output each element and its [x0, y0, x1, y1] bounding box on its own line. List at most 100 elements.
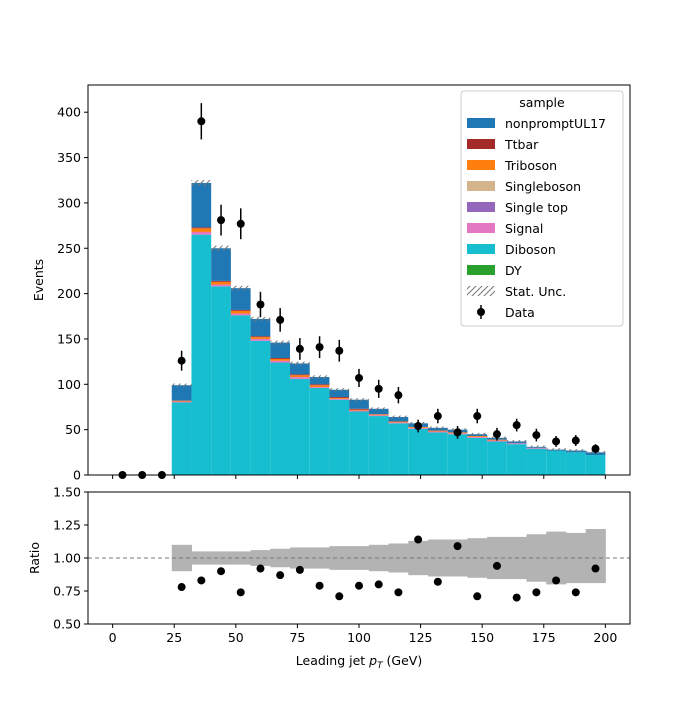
data-point-9 [295, 344, 304, 353]
stat-unc-bin-10 [309, 375, 330, 379]
stat-unc-bin-16 [427, 426, 448, 430]
ratio-y-tick-label-0: 0.50 [53, 617, 81, 632]
data-point-19 [492, 430, 501, 439]
legend: sample nonpromptUL17 Ttbar Triboson Singleb… [460, 90, 624, 327]
ratio-point-8 [335, 592, 344, 601]
ratio-y-tick-label-3: 1.25 [53, 518, 81, 533]
bar-diboson-bin-8 [270, 362, 291, 475]
ratio-band-bin-18 [467, 538, 488, 578]
ratio-band-bin-24 [585, 528, 606, 584]
legend-handle-nonpromptul17 [467, 118, 495, 128]
bar-diboson-bin-23 [565, 452, 586, 475]
bar-triboson-bin-6 [230, 310, 251, 314]
ratio-band-bin-22 [546, 531, 567, 585]
ratio-point-5 [276, 571, 285, 580]
data-point-18 [473, 412, 482, 421]
bar-nonpromptul17-bin-6 [230, 288, 251, 310]
ratio-x-ticks: 0 25 50 75 100 125 150 175 200 [109, 624, 617, 645]
bar-diboson-bin-6 [230, 315, 251, 475]
ratio-point-18 [532, 588, 541, 597]
x-axis-label-symbol: p [368, 653, 377, 668]
ratio-x-tick-label-7: 175 [532, 630, 556, 645]
x-axis-label-unit: (GeV) [383, 653, 423, 668]
ratio-y-tick-label-1: 0.75 [53, 584, 81, 599]
bar-diboson-bin-11 [329, 399, 350, 475]
x-axis-label-main: Leading jet [296, 653, 369, 668]
bar-ttbar-bin-10 [309, 384, 330, 386]
main-y-tick-label-1: 50 [65, 422, 81, 437]
legend-label-signal: Signal [505, 221, 543, 236]
bar-ttbar-bin-5 [211, 280, 231, 282]
ratio-point-7 [315, 581, 324, 590]
bar-signal-bin-10 [309, 387, 330, 388]
bar-triboson-bin-4 [191, 228, 212, 232]
data-point-22 [552, 437, 561, 446]
ratio-x-tick-label-0: 0 [109, 630, 117, 645]
bar-signal-bin-6 [230, 313, 251, 316]
data-point-4 [197, 117, 206, 126]
data-point-14 [394, 391, 403, 400]
ratio-x-tick-label-8: 200 [593, 630, 617, 645]
ratio-x-tick-label-6: 150 [470, 630, 494, 645]
bar-signal-bin-18 [467, 436, 488, 438]
bar-nonpromptul17-bin-13 [368, 408, 389, 415]
bar-signal-bin-4 [191, 231, 212, 235]
data-point-15 [414, 422, 423, 431]
bar-diboson-bin-3 [171, 402, 192, 475]
stat-unc-bin-5 [211, 245, 231, 251]
legend-label-triboson: Triboson [504, 158, 557, 173]
bar-triboson-bin-16 [427, 430, 448, 432]
main-y-tick-label-5: 250 [57, 241, 81, 256]
bar-diboson-bin-5 [211, 286, 231, 475]
ratio-point-10 [374, 580, 383, 589]
bar-triboson-bin-8 [270, 358, 291, 361]
bar-ttbar-bin-8 [270, 358, 291, 359]
ratio-point-21 [591, 564, 600, 573]
data-point-6 [236, 219, 245, 228]
bar-signal-bin-5 [211, 284, 231, 287]
bar-diboson-bin-16 [427, 432, 448, 475]
legend-handle-ttbar [467, 139, 495, 149]
bar-ttbar-bin-6 [230, 309, 251, 311]
ratio-point-2 [217, 567, 226, 576]
bar-nonpromptul17-bin-14 [388, 416, 409, 422]
legend-handle-diboson [467, 244, 495, 254]
bar-signal-bin-13 [368, 415, 389, 417]
bar-diboson-bin-19 [487, 441, 507, 475]
legend-label-dy: DY [505, 263, 522, 278]
bar-diboson-bin-24 [585, 455, 606, 475]
bar-triboson-bin-3 [171, 400, 192, 402]
legend-handle-signal [467, 223, 495, 233]
data-point-12 [355, 373, 363, 382]
bar-diboson-bin-22 [546, 450, 566, 475]
ratio-band-bin-7 [250, 550, 271, 566]
ratio-x-tick-label-2: 50 [228, 630, 244, 645]
stat-unc-bin-23 [565, 449, 586, 452]
bar-signal-bin-21 [526, 447, 547, 449]
stat-unc-bin-3 [171, 383, 192, 387]
ratio-point-16 [492, 561, 501, 570]
legend-label-ttbar: Ttbar [504, 137, 539, 152]
ratio-y-axis-label: Ratio [27, 542, 42, 574]
bar-ttbar-bin-11 [329, 397, 350, 398]
stat-unc-bin-7 [250, 316, 271, 322]
bar-signal-bin-14 [388, 422, 409, 424]
ratio-band-bin-17 [447, 539, 468, 577]
ratio-point-19 [552, 576, 561, 585]
bar-triboson-bin-9 [290, 375, 310, 378]
bar-triboson-bin-13 [368, 414, 389, 416]
main-y-tick-label-6: 300 [57, 195, 81, 210]
data-point-5 [217, 216, 226, 225]
stat-unc-bin-14 [388, 415, 409, 419]
bar-nonpromptul17-bin-5 [211, 248, 231, 281]
main-y-ticks: 0 50 100 150 200 250 300 350 400 [57, 105, 88, 483]
legend-title: sample [519, 95, 565, 110]
stat-unc-bin-20 [506, 440, 527, 443]
bar-diboson-bin-17 [447, 434, 468, 475]
data-point-10 [315, 343, 324, 352]
bar-nonpromptul17-bin-11 [329, 389, 350, 397]
bar-diboson-bin-12 [349, 411, 369, 475]
bar-signal-bin-9 [290, 377, 310, 379]
bar-triboson-bin-5 [211, 281, 231, 285]
main-y-tick-label-4: 200 [57, 286, 81, 301]
